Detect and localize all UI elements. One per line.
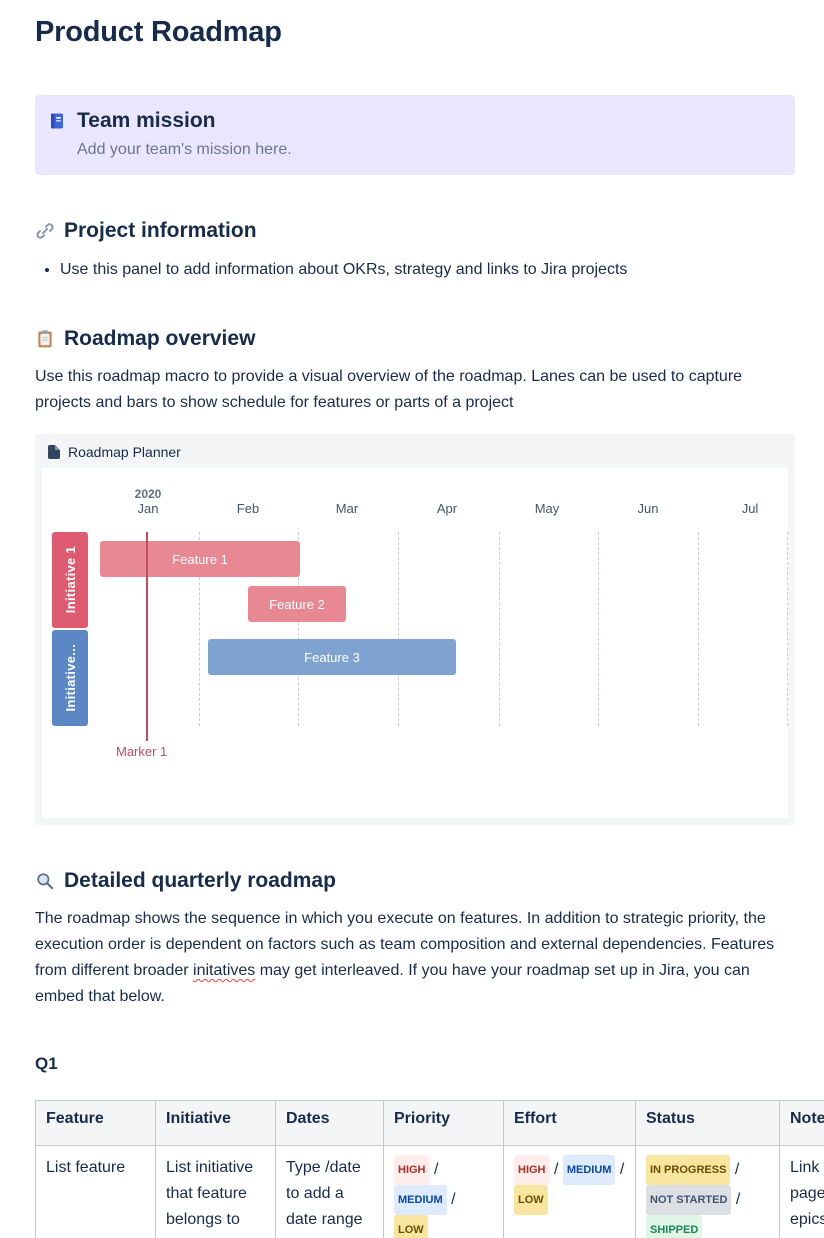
roadmap-planner-macro[interactable]: Roadmap Planner 2020 Jan Feb Mar Apr May Jun Ju…	[35, 434, 795, 825]
timeline-year-label: 2020	[134, 487, 162, 501]
team-mission-panel[interactable]: Team mission Add your team's mission her…	[35, 95, 795, 175]
column-header-status[interactable]: Status	[635, 1100, 780, 1146]
detailed-roadmap-paragraph[interactable]: The roadmap shows the sequence in which …	[35, 906, 795, 1010]
table-header-row: Feature Initiative Dates Priority Effort…	[35, 1100, 824, 1146]
status-not-started-lozenge[interactable]: NOT STARTED	[646, 1185, 732, 1215]
lozenge-separator: /	[619, 1161, 625, 1178]
project-information-title: Project information	[64, 219, 257, 242]
misspelled-word: initatives	[193, 962, 256, 979]
month-gridline	[787, 532, 788, 726]
paragraph-text: may get interleaved. If you have your ro…	[35, 962, 750, 1005]
month-gridline	[199, 532, 200, 726]
roadmap-overview-heading[interactable]: Roadmap overview	[35, 327, 795, 351]
timeline-month-label: Jun	[637, 501, 659, 516]
feature-cell[interactable]: List feature	[35, 1145, 156, 1238]
month-gridline	[298, 532, 299, 726]
planner-chart[interactable]: 2020 Jan Feb Mar Apr May Jun Jul Initiative 1 Ini…	[42, 468, 788, 818]
priority-low-lozenge[interactable]: LOW	[394, 1215, 428, 1238]
initiative-cell[interactable]: List initiative that feature belongs to	[155, 1145, 276, 1238]
team-mission-title[interactable]: Team mission	[77, 109, 216, 132]
lane-label-text: Initiative...	[62, 644, 78, 712]
q1-roadmap-table: Feature Initiative Dates Priority Effort…	[35, 1100, 824, 1238]
marker-label: Marker 1	[116, 744, 168, 759]
lane-label-1[interactable]: Initiative 1	[52, 532, 88, 628]
marker-line[interactable]	[146, 532, 148, 741]
detailed-roadmap-heading[interactable]: Detailed quarterly roadmap	[35, 869, 795, 893]
lozenge-separator: /	[735, 1191, 741, 1208]
team-mission-header: Team mission	[48, 109, 779, 133]
column-header-dates[interactable]: Dates	[275, 1100, 384, 1146]
column-header-initiative[interactable]: Initiative	[155, 1100, 276, 1146]
team-mission-placeholder[interactable]: Add your team's mission here.	[77, 141, 292, 158]
project-information-list: Use this panel to add information about …	[35, 257, 795, 283]
table-row: List feature List initiative that featur…	[35, 1145, 824, 1238]
magnifier-icon	[35, 871, 55, 891]
month-gridline	[598, 532, 599, 726]
roadmap-overview-description[interactable]: Use this roadmap macro to provide a visu…	[35, 368, 743, 411]
notebook-icon	[48, 112, 66, 130]
lane-label-2[interactable]: Initiative...	[52, 630, 88, 726]
notes-cell[interactable]: Link pages epics	[779, 1145, 824, 1238]
column-header-effort[interactable]: Effort	[503, 1100, 636, 1146]
effort-cell[interactable]: HIGH / MEDIUM / LOW	[503, 1145, 636, 1238]
lozenge-separator: /	[433, 1161, 439, 1178]
lane-label-text: Initiative 1	[62, 546, 78, 614]
clipboard-icon	[35, 329, 55, 349]
roadmap-overview-title: Roadmap overview	[64, 327, 256, 350]
effort-low-lozenge[interactable]: LOW	[514, 1185, 548, 1215]
timeline-month-label: Apr	[436, 501, 458, 516]
feature-bar-3[interactable]: Feature 3	[208, 639, 456, 675]
priority-medium-lozenge[interactable]: MEDIUM	[394, 1185, 447, 1215]
month-gridline	[398, 532, 399, 726]
status-in-progress-lozenge[interactable]: IN PROGRESS	[646, 1155, 731, 1185]
lozenge-separator: /	[553, 1161, 559, 1178]
effort-high-lozenge[interactable]: HIGH	[514, 1155, 550, 1185]
effort-medium-lozenge[interactable]: MEDIUM	[562, 1155, 616, 1185]
roadmap-planner-header: Roadmap Planner	[42, 442, 788, 468]
lozenge-separator: /	[451, 1191, 456, 1208]
timeline-month-label: Mar	[335, 501, 359, 516]
column-header-notes[interactable]: Notes	[779, 1100, 824, 1146]
status-cell[interactable]: IN PROGRESS / NOT STARTED / SHIPPED	[635, 1145, 780, 1238]
link-icon	[35, 221, 55, 241]
month-gridline	[698, 532, 699, 726]
project-information-heading[interactable]: Project information	[35, 219, 795, 243]
detailed-roadmap-title: Detailed quarterly roadmap	[64, 869, 336, 892]
list-item[interactable]: Use this panel to add information about …	[60, 257, 795, 283]
column-header-priority[interactable]: Priority	[383, 1100, 504, 1146]
page-icon	[48, 445, 60, 459]
priority-high-lozenge[interactable]: HIGH	[394, 1155, 430, 1185]
timeline-month-label: Feb	[236, 501, 260, 516]
paragraph-text: The roadmap shows the sequence in which …	[35, 910, 775, 979]
timeline-month-label: Jan	[137, 501, 159, 516]
q1-heading[interactable]: Q1	[35, 1054, 58, 1073]
feature-bar-2[interactable]: Feature 2	[248, 586, 346, 622]
status-shipped-lozenge[interactable]: SHIPPED	[646, 1215, 703, 1238]
dates-cell[interactable]: Type /date to add a date range	[275, 1145, 384, 1238]
feature-bar-1[interactable]: Feature 1	[100, 541, 300, 577]
month-gridline	[499, 532, 500, 726]
page-title[interactable]: Product Roadmap	[35, 16, 282, 48]
timeline-month-label: Jul	[741, 501, 759, 516]
lozenge-separator: /	[734, 1161, 740, 1178]
priority-cell[interactable]: HIGH / MEDIUM / LOW	[383, 1145, 504, 1238]
column-header-feature[interactable]: Feature	[35, 1100, 156, 1146]
roadmap-planner-title: Roadmap Planner	[68, 444, 181, 460]
timeline-month-label: May	[534, 501, 560, 516]
